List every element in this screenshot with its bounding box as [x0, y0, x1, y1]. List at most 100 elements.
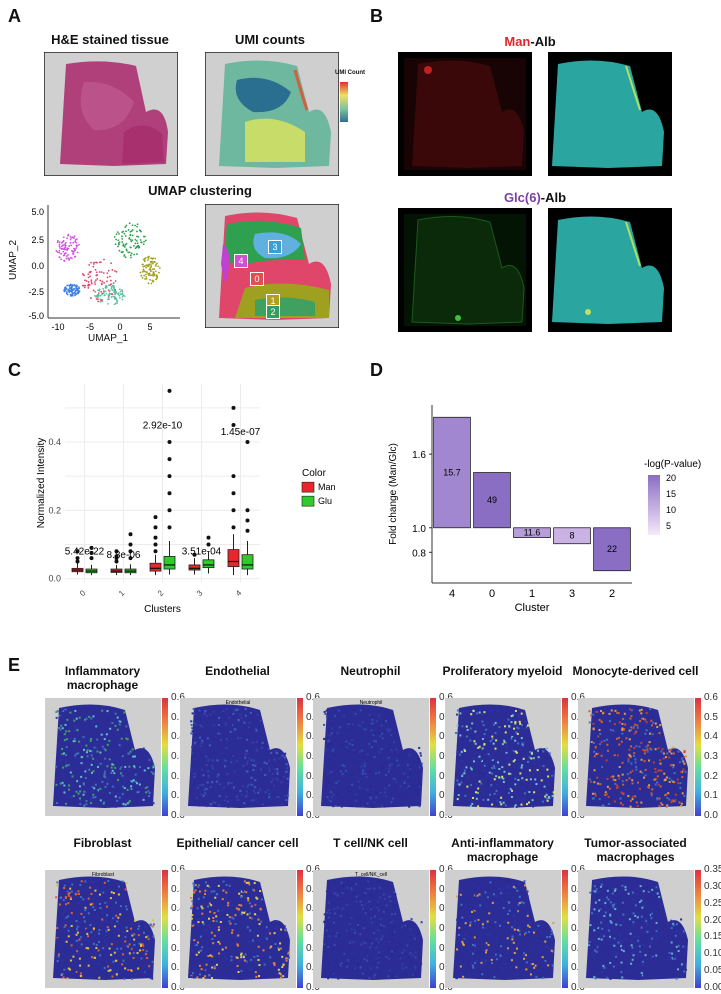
- spot: [627, 760, 630, 763]
- spot: [401, 951, 404, 954]
- spot: [593, 908, 596, 911]
- spot: [281, 798, 284, 801]
- spot: [130, 785, 133, 788]
- spot: [249, 968, 252, 971]
- spot: [520, 901, 523, 904]
- spot: [98, 932, 101, 935]
- spot: [471, 802, 474, 805]
- spot: [526, 726, 529, 729]
- spot: [608, 712, 611, 715]
- spot: [602, 966, 605, 969]
- spot: [351, 783, 354, 786]
- spot: [77, 781, 80, 784]
- spot: [615, 786, 618, 789]
- spot: [643, 752, 646, 755]
- spot: [206, 884, 209, 887]
- spot: [521, 742, 524, 745]
- spot: [477, 746, 480, 749]
- spot: [499, 801, 502, 804]
- spot: [225, 957, 228, 960]
- spot: [74, 740, 77, 743]
- umap-point: [71, 291, 73, 294]
- colorbar-tick: 0.2: [571, 770, 585, 782]
- spot: [488, 933, 491, 936]
- umap-point: [123, 255, 126, 257]
- spot: [336, 911, 339, 914]
- colorbar-tick: 0.5: [171, 711, 185, 723]
- spot: [388, 958, 391, 961]
- spot: [191, 900, 194, 903]
- spot: [462, 710, 465, 713]
- spot: [419, 784, 422, 787]
- spot: [213, 890, 216, 893]
- umap-point: [75, 284, 78, 287]
- celltype-title: Neutrophil: [340, 664, 401, 678]
- spot: [595, 950, 598, 953]
- spot: [457, 751, 460, 754]
- glc-alb-title: Glc(6)-Alb: [470, 190, 600, 205]
- spot: [207, 798, 210, 801]
- spot: [204, 975, 207, 978]
- umap-point: [111, 293, 114, 296]
- spot: [229, 730, 232, 733]
- spot: [648, 945, 651, 948]
- umap-point: [87, 287, 90, 289]
- spot: [413, 972, 416, 975]
- spot: [477, 787, 480, 790]
- spot: [640, 712, 643, 715]
- spot: [355, 900, 358, 903]
- colorbar-tick: 0.2: [571, 942, 585, 954]
- spot: [650, 719, 653, 722]
- umap-point: [83, 286, 86, 289]
- spot: [650, 914, 653, 917]
- spot: [391, 797, 394, 800]
- spot: [597, 937, 600, 940]
- spot: [388, 723, 391, 726]
- spot: [621, 976, 624, 979]
- spot: [417, 970, 420, 973]
- spot: [455, 977, 458, 980]
- spot: [476, 756, 479, 759]
- spot: [656, 798, 659, 801]
- spot: [266, 794, 269, 797]
- tissue-outline: [188, 704, 290, 808]
- spot: [462, 951, 465, 954]
- spot: [624, 723, 627, 726]
- umap-point: [73, 249, 76, 252]
- spot: [395, 748, 398, 751]
- spot: [679, 782, 682, 785]
- spot: [465, 766, 468, 769]
- spot: [522, 757, 525, 760]
- spot: [217, 940, 220, 943]
- spot: [382, 923, 385, 926]
- spot: [347, 774, 350, 777]
- spot: [382, 910, 385, 913]
- spot: [630, 882, 633, 885]
- spot: [621, 761, 624, 764]
- spot: [239, 713, 242, 716]
- spot: [325, 785, 328, 788]
- spot: [360, 973, 363, 976]
- spot: [248, 735, 251, 738]
- spot: [118, 723, 121, 726]
- spot: [235, 907, 238, 910]
- spot: [73, 719, 76, 722]
- spot: [628, 729, 631, 732]
- spot: [656, 781, 659, 784]
- spot: [592, 713, 595, 716]
- spot: [469, 924, 472, 927]
- spot: [508, 901, 511, 904]
- spot: [76, 728, 79, 731]
- spot: [251, 741, 254, 744]
- spot: [57, 953, 60, 956]
- spot: [328, 916, 331, 919]
- spot: [671, 958, 674, 961]
- spot: [244, 708, 247, 711]
- spot: [363, 804, 366, 807]
- spot: [246, 790, 249, 793]
- umap-point: [99, 300, 102, 303]
- umap-point: [113, 236, 116, 238]
- spot: [413, 937, 416, 940]
- spot: [547, 960, 550, 963]
